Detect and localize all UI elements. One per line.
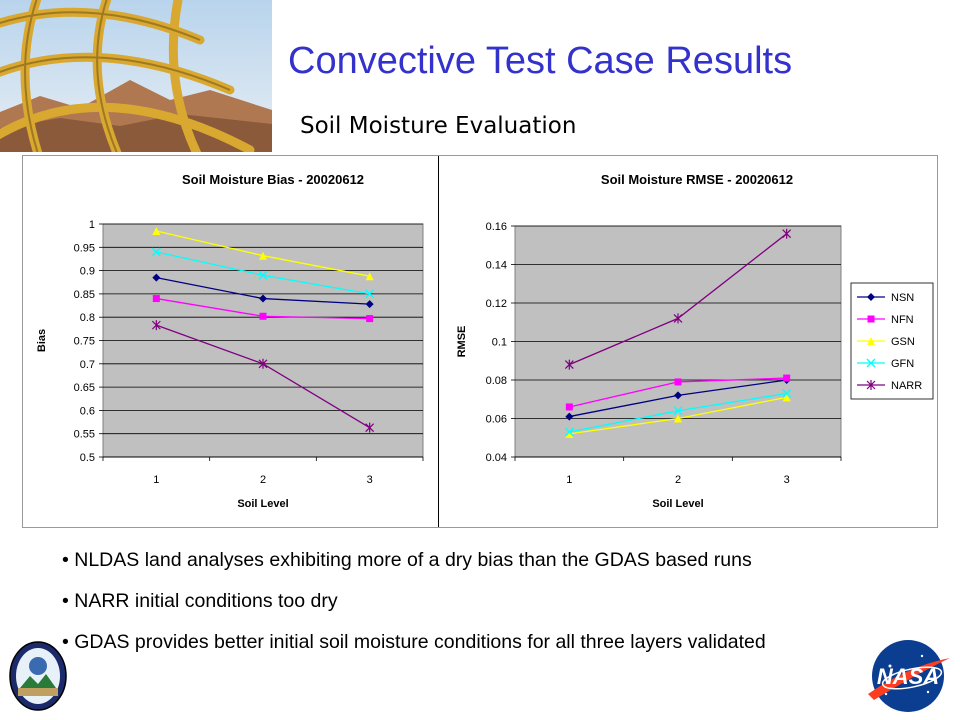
y-tick-label: 0.5 <box>80 452 95 464</box>
bullet-text: GDAS provides better initial soil moistu… <box>74 631 766 653</box>
bullet-item: • GDAS provides better initial soil mois… <box>62 631 766 653</box>
legend-marker <box>867 315 875 323</box>
bullet-text: NARR initial conditions too dry <box>74 590 338 612</box>
data-point-nsn <box>674 391 682 400</box>
slide-title: Convective Test Case Results <box>288 40 793 82</box>
bullet-item: • NARR initial conditions too dry <box>62 590 338 612</box>
y-tick-label: 0.55 <box>74 429 95 441</box>
data-point-nsn <box>565 412 574 421</box>
legend-label: NFN <box>891 314 914 326</box>
chart-title: Soil Moisture Bias - 20020612 <box>182 172 364 187</box>
legend-label: NSN <box>891 292 914 304</box>
data-point-narr <box>151 320 161 331</box>
data-point-nsn <box>259 294 267 303</box>
legend-marker <box>866 380 876 390</box>
data-point-gsn <box>782 393 791 402</box>
data-point-nfn <box>366 315 374 323</box>
data-point-narr <box>258 358 268 369</box>
y-tick-label: 1 <box>89 219 95 231</box>
rmse-chart: Soil Moisture RMSE - 20020612 0.04 0.06 0.0… <box>438 156 934 527</box>
x-tick-label: 2 <box>675 474 681 486</box>
data-point-nfn <box>783 374 791 382</box>
y-axis-label: Bias <box>36 329 48 352</box>
y-tick-label: 0.16 <box>486 221 507 233</box>
bullet-text: NLDAS land analyses exhibiting more of a… <box>74 549 752 571</box>
y-tick-label: 0.95 <box>74 242 95 254</box>
x-tick-label: 1 <box>566 474 572 486</box>
y-axis-label: RMSE <box>456 326 468 358</box>
x-axis-label: Soil Level <box>237 498 288 510</box>
data-point-narr <box>365 422 375 433</box>
data-point-nfn <box>152 295 160 303</box>
y-tick-label: 0.8 <box>80 312 95 324</box>
chart-title: Soil Moisture RMSE - 20020612 <box>601 172 793 187</box>
y-tick-label: 0.14 <box>486 260 507 272</box>
bullet-item: • NLDAS land analyses exhibiting more of… <box>62 549 752 571</box>
legend-marker <box>867 293 875 301</box>
data-point-gsn <box>152 226 161 235</box>
data-point-gfn <box>782 388 792 398</box>
data-point-nfn <box>259 312 267 320</box>
y-tick-label: 0.6 <box>80 405 95 417</box>
svg-text:NASA: NASA <box>877 664 939 689</box>
mission-seal-logo <box>9 641 67 711</box>
bullet-list: • NLDAS land analyses exhibiting more of… <box>62 548 922 671</box>
y-tick-label: 0.1 <box>492 337 507 349</box>
charts-panel: Soil Moisture Bias - 20020612 0.5 0.55 0.6 0… <box>22 155 938 528</box>
legend-label: GFN <box>891 358 914 370</box>
data-point-gfn <box>151 247 161 257</box>
desert-dome-photo <box>0 0 272 152</box>
y-tick-label: 0.75 <box>74 336 95 348</box>
y-tick-label: 0.85 <box>74 289 95 301</box>
y-tick-label: 0.06 <box>486 414 507 426</box>
legend-marker <box>866 358 876 368</box>
data-point-narr <box>782 228 792 239</box>
nasa-meatball-logo: NASA <box>860 636 956 716</box>
data-point-gsn <box>365 272 374 281</box>
x-tick-label: 1 <box>153 474 159 486</box>
x-tick-label: 3 <box>367 474 373 486</box>
x-axis-label: Soil Level <box>652 498 703 510</box>
x-tick-label: 2 <box>260 474 266 486</box>
data-point-gsn <box>674 414 682 423</box>
slide-subtitle: Soil Moisture Evaluation <box>300 113 577 139</box>
y-tick-label: 0.12 <box>486 298 507 310</box>
y-tick-label: 0.65 <box>74 382 95 394</box>
y-tick-label: 0.9 <box>80 266 95 278</box>
y-tick-label: 0.04 <box>486 452 507 464</box>
data-point-gfn <box>673 406 683 416</box>
data-point-gfn <box>564 427 574 437</box>
legend-marker <box>867 337 875 345</box>
data-point-narr <box>673 313 683 324</box>
y-tick-label: 0.08 <box>486 375 507 387</box>
legend-label: GSN <box>891 336 915 348</box>
bias-chart: Soil Moisture Bias - 20020612 0.5 0.55 0.6 0… <box>36 172 424 510</box>
x-tick-label: 3 <box>784 474 790 486</box>
data-point-nfn <box>565 403 573 411</box>
data-point-gfn <box>365 289 375 299</box>
data-point-gsn <box>565 429 574 438</box>
data-point-nfn <box>674 378 682 386</box>
data-point-nsn <box>152 273 161 282</box>
data-point-gfn <box>258 270 268 280</box>
data-point-nsn <box>365 300 374 309</box>
y-tick-label: 0.7 <box>80 359 95 371</box>
legend-label: NARR <box>891 380 922 392</box>
data-point-narr <box>564 359 574 370</box>
data-point-gsn <box>259 251 267 260</box>
